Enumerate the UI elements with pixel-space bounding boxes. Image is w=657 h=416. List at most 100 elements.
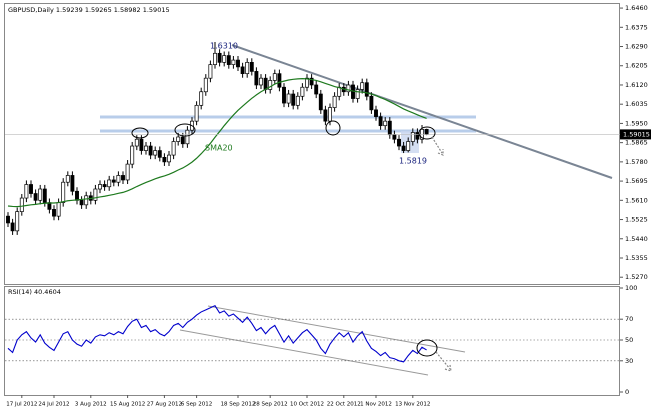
candle-body xyxy=(38,188,43,201)
candle-body xyxy=(305,77,309,88)
y-tick-label: 1.6035 xyxy=(625,100,648,108)
candle-body xyxy=(102,184,107,188)
candle-body xyxy=(29,184,33,194)
candle-body xyxy=(144,145,148,151)
candle-body xyxy=(415,132,420,140)
rsi-channel-top xyxy=(207,305,466,353)
candle-body xyxy=(249,62,254,72)
candle-body xyxy=(157,150,162,158)
candle-body xyxy=(282,86,286,104)
x-tick-label: 13 Nov 2012 xyxy=(395,402,430,408)
rsi-line xyxy=(7,304,427,363)
circle-marker xyxy=(325,120,341,136)
candle-body xyxy=(6,215,10,224)
y-tick-label: 1.6375 xyxy=(625,23,648,31)
candle-body xyxy=(19,197,24,212)
candle-body xyxy=(176,136,181,142)
candle-body xyxy=(162,156,167,163)
candle-body xyxy=(203,77,208,93)
candle-body xyxy=(130,145,135,165)
candle-body xyxy=(374,109,378,117)
candle-body xyxy=(167,154,171,163)
candle-body xyxy=(153,150,158,156)
y-tick-label: 30 xyxy=(625,357,633,365)
candle-body xyxy=(75,190,79,201)
x-tick-label: 1 Nov 2012 xyxy=(360,402,392,408)
rsi-channel-bottom xyxy=(179,329,429,376)
candle-body xyxy=(369,95,374,111)
candle-body xyxy=(268,80,273,90)
current-price-label: 1.59015 xyxy=(623,130,650,138)
x-tick-label: 15 Aug 2012 xyxy=(110,402,145,408)
candle-body xyxy=(236,59,240,68)
candle-body xyxy=(139,138,144,151)
candle-body xyxy=(217,52,222,63)
forecast-arrow xyxy=(435,351,452,372)
candle-body xyxy=(295,95,300,106)
forecast-arrow xyxy=(431,136,444,156)
x-tick-label: 28 Sep 2012 xyxy=(253,402,288,408)
candle-body xyxy=(61,181,66,203)
price-panel xyxy=(4,3,620,285)
y-tick-label: 1.5440 xyxy=(625,235,648,243)
candle-body xyxy=(383,120,388,127)
candle-body xyxy=(148,145,153,156)
x-tick-label: 17 Jul 2012 xyxy=(6,402,37,408)
candle-body xyxy=(355,89,360,99)
candle-body xyxy=(24,184,29,199)
candle-body xyxy=(111,179,116,183)
candle-body xyxy=(291,93,296,106)
current-price-box xyxy=(620,129,651,140)
x-tick-label: 18 Sep 2012 xyxy=(221,402,256,408)
rsi-panel xyxy=(4,286,620,396)
y-tick-label: 1.5950 xyxy=(625,119,648,127)
trend-line xyxy=(231,44,613,179)
circle-marker xyxy=(131,127,149,139)
candle-body xyxy=(323,109,328,122)
candle-body xyxy=(231,59,236,65)
low-annotation: 1.5819 xyxy=(399,157,427,166)
y-tick-label: 100 xyxy=(625,284,637,292)
y-tick-label: 1.5525 xyxy=(625,216,648,224)
candle-body xyxy=(199,91,204,106)
candle-body xyxy=(42,188,47,203)
y-tick-label: 1.5695 xyxy=(625,177,648,185)
circle-marker xyxy=(174,123,196,137)
candle-body xyxy=(84,195,89,206)
candle-body xyxy=(259,77,263,86)
y-tick-label: 1.5610 xyxy=(625,196,648,204)
candle-body xyxy=(392,134,397,140)
candle-body xyxy=(272,73,277,81)
candle-body xyxy=(226,55,231,65)
candle-body xyxy=(194,104,199,122)
y-tick-label: 1.5865 xyxy=(625,139,648,147)
candle-body xyxy=(401,145,406,151)
candle-body xyxy=(208,64,213,79)
y-tick-label: 1.5780 xyxy=(625,158,648,166)
x-tick-label: 24 Jul 2012 xyxy=(38,402,69,408)
candle-body xyxy=(387,120,392,136)
candle-body xyxy=(107,179,112,188)
y-tick-label: 1.5270 xyxy=(625,273,648,281)
x-tick-label: 3 Aug 2012 xyxy=(75,402,107,408)
x-tick-label: 10 Oct 2012 xyxy=(290,402,324,408)
candle-body xyxy=(332,95,337,108)
y-tick-label: 1.6290 xyxy=(625,43,648,51)
y-tick-label: 1.5355 xyxy=(625,254,648,262)
candle-body xyxy=(65,175,70,183)
x-tick-label: 27 Aug 2012 xyxy=(147,402,182,408)
candle-body xyxy=(116,175,121,183)
candle-body xyxy=(424,128,429,135)
candle-body xyxy=(314,84,319,95)
y-tick-label: 1.6460 xyxy=(625,4,648,12)
candle-body xyxy=(300,86,305,97)
rsi-title: RSI(14) 40.4604 xyxy=(8,288,61,296)
candle-body xyxy=(360,82,365,90)
high-annotation: 1.6310 xyxy=(210,42,238,51)
y-tick-label: 70 xyxy=(625,315,633,323)
chart-title: GBPUSD,Daily 1.59239 1.59265 1.58982 1.5… xyxy=(8,6,170,14)
y-tick-label: 50 xyxy=(625,336,633,344)
circle-marker xyxy=(418,126,436,140)
